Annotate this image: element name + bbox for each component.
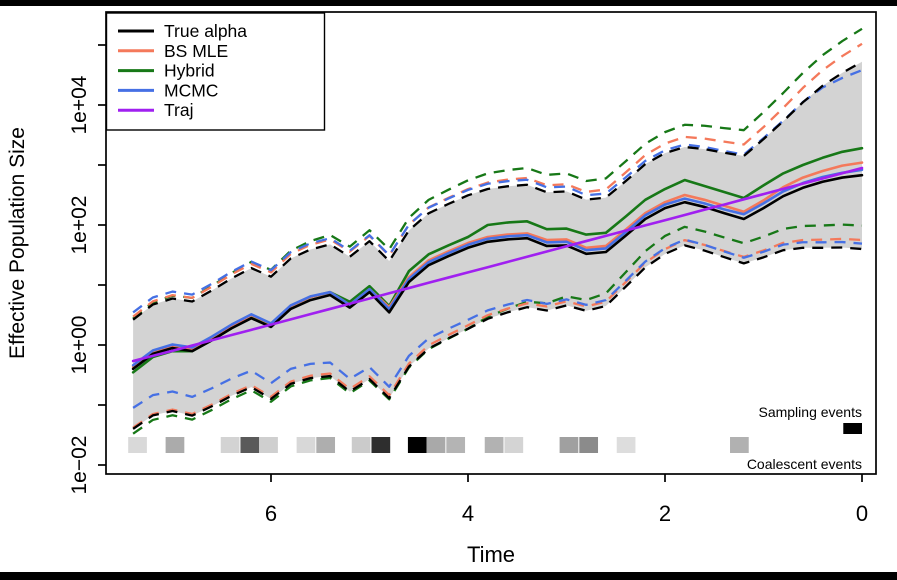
coalescent-event-cell xyxy=(446,437,466,453)
coalescent-event-cell xyxy=(351,437,371,453)
x-tick-label: 6 xyxy=(265,501,277,526)
y-tick-label: 1e−02 xyxy=(68,436,91,495)
y-axis-title: Effective Population Size xyxy=(6,127,29,359)
bottom-border-bar xyxy=(0,572,897,580)
coalescent-events-label: Coalescent events xyxy=(747,456,862,472)
x-tick-label: 4 xyxy=(462,501,474,526)
coalescent-event-cell xyxy=(128,437,147,453)
mcmc-upper-ci-line xyxy=(132,69,863,314)
coalescent-event-cell xyxy=(220,437,240,453)
traj-line xyxy=(131,166,864,363)
top-border-bar xyxy=(0,0,897,6)
coalescent-event-cell xyxy=(240,437,260,453)
true-alpha-upper-ci-line xyxy=(132,60,863,321)
plot-border xyxy=(105,11,877,475)
coalescent-event-cell xyxy=(371,437,391,453)
x-tick-label: 0 xyxy=(856,501,868,526)
coalescent-event-cell xyxy=(559,437,579,453)
x-tick-label: 2 xyxy=(659,501,671,526)
true-alpha-line xyxy=(131,173,864,371)
true-alpha-lower-ci-line xyxy=(132,244,863,430)
sampling-event-marker xyxy=(843,423,862,434)
legend-label-true-alpha: True alpha xyxy=(164,21,247,41)
coalescent-event-cell xyxy=(296,437,316,453)
hybrid-lower-ci-line xyxy=(132,223,863,435)
coalescent-event-cell xyxy=(484,437,504,453)
coalescent-event-cell xyxy=(407,437,427,453)
legend-label-mcmc: MCMC xyxy=(164,80,218,100)
bs-mle-lower-ci-line xyxy=(132,237,863,429)
bs-mle-upper-ci-line xyxy=(132,42,863,318)
legend-label-traj: Traj xyxy=(164,100,194,120)
mcmc-line xyxy=(131,168,864,367)
coalescent-event-cell xyxy=(426,437,446,453)
y-tick-label: 1e+00 xyxy=(68,316,91,375)
y-tick-label: 1e+02 xyxy=(68,196,91,255)
coalescent-event-cell xyxy=(316,437,336,453)
legend-label-bs-mle: BS MLE xyxy=(164,41,228,61)
coalescent-event-cell xyxy=(579,437,599,453)
y-tick-label: 1e+04 xyxy=(68,75,91,134)
coalescent-event-cell xyxy=(259,437,278,453)
x-axis-title: Time xyxy=(467,542,515,567)
confidence-band xyxy=(133,61,863,429)
coalescent-event-cell xyxy=(504,437,524,453)
coalescent-event-cell xyxy=(730,437,749,453)
coalescent-event-cell xyxy=(616,437,636,453)
legend-label-hybrid: Hybrid xyxy=(164,61,215,81)
coalescent-event-cell xyxy=(165,437,185,453)
sampling-events-label: Sampling events xyxy=(758,404,862,420)
